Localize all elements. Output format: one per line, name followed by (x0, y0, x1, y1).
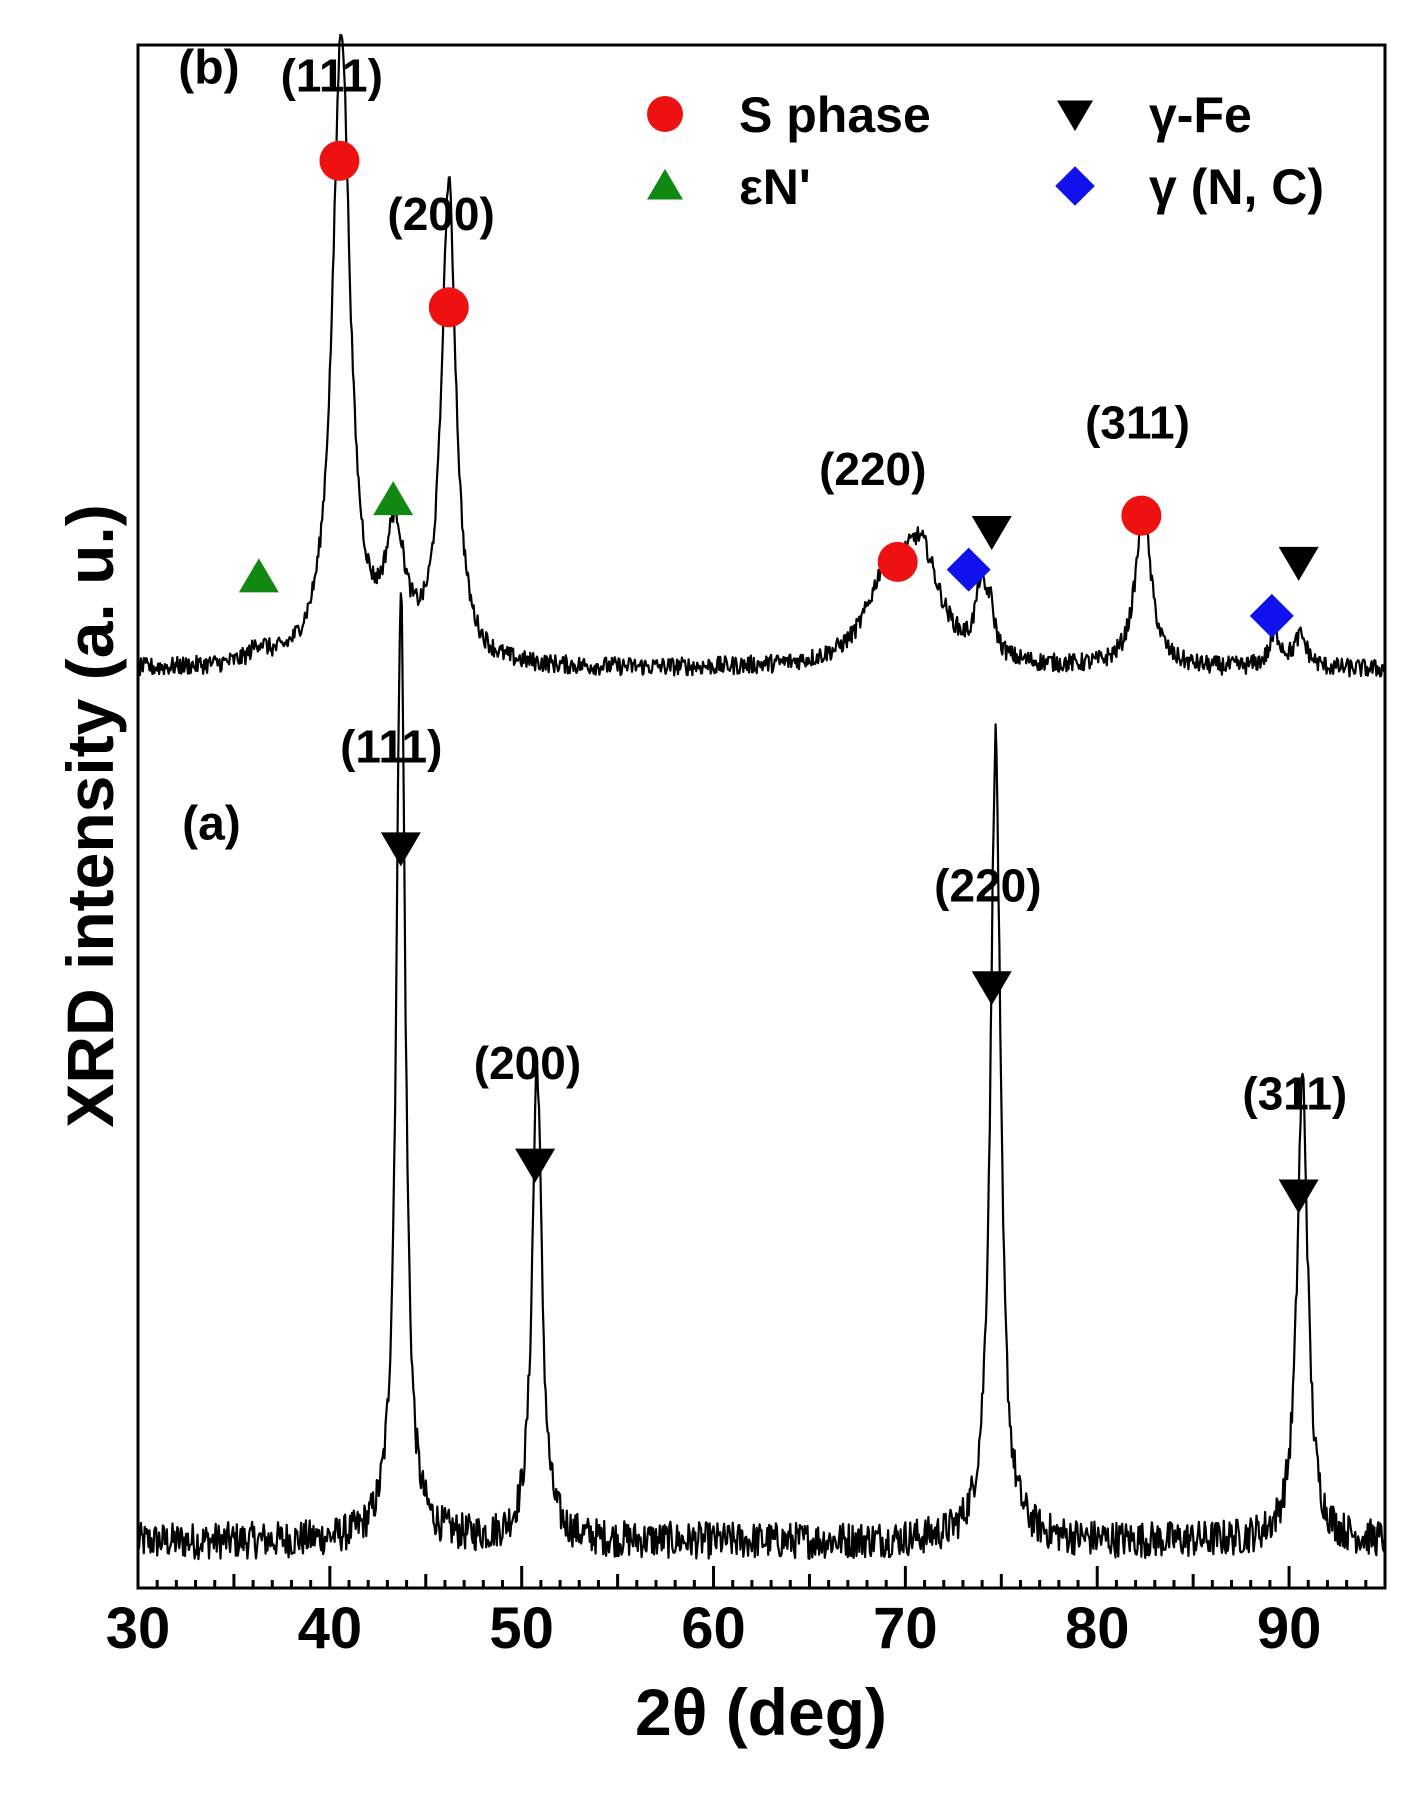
peak-label: (311) (1242, 1068, 1347, 1120)
x-tick-label: 90 (1257, 1596, 1322, 1661)
legend-symbol-diamond (1055, 166, 1095, 206)
marker-triangle-down (515, 1148, 556, 1183)
x-tick-label: 40 (298, 1596, 363, 1661)
annotations-group: (111) (200) (220) (311) (111) (200) (220) (311)… (178, 42, 1347, 1120)
marker-circle (319, 140, 360, 181)
legend-label: γ-Fe (1149, 87, 1252, 143)
y-axis-title: XRD intensity (a. u.) (53, 504, 127, 1127)
x-tick-label: 30 (106, 1596, 171, 1661)
legend-symbol-triangle-up (647, 168, 683, 200)
marker-triangle-up (373, 481, 414, 516)
legend-symbol-triangle-down (1057, 100, 1093, 132)
marker-triangle-down (971, 516, 1012, 551)
trace-b (136, 33, 1386, 678)
legend-label: εN' (739, 159, 811, 215)
marker-circle (1121, 495, 1162, 536)
legend-label: γ (N, C) (1149, 159, 1324, 215)
peak-label: (200) (474, 1037, 581, 1089)
x-axis-title: 2θ (deg) (635, 1675, 887, 1749)
legend-label: S phase (739, 87, 931, 143)
peak-label: (200) (387, 188, 494, 240)
legend-symbol-circle (647, 96, 683, 132)
x-axis: 30 40 50 60 70 80 90 (106, 1566, 1387, 1661)
marker-triangle-down (380, 832, 421, 867)
trace-a (136, 592, 1387, 1561)
x-tick-label: 80 (1065, 1596, 1130, 1661)
peak-label: (220) (934, 859, 1041, 911)
marker-triangle-up (238, 558, 279, 593)
peak-label: (111) (340, 720, 442, 772)
marker-circle (877, 541, 918, 582)
plot-frame (136, 43, 1387, 1590)
traces-group (136, 33, 1387, 1561)
legend: S phase γ-Fe εN' γ (N, C) (647, 87, 1324, 215)
marker-diamond (946, 547, 991, 592)
x-tick-label: 50 (489, 1596, 554, 1661)
marker-circle (428, 287, 469, 328)
marker-triangle-down (971, 971, 1012, 1006)
panel-label: (a) (182, 798, 241, 851)
marker-triangle-down (1278, 1179, 1319, 1214)
marker-diamond (1249, 593, 1294, 638)
peak-label: (311) (1085, 396, 1190, 448)
marker-triangle-down (1278, 546, 1319, 581)
x-tick-label: 70 (873, 1596, 938, 1661)
peak-label: (111) (281, 49, 383, 101)
x-tick-label: 60 (681, 1596, 746, 1661)
panel-label: (b) (178, 42, 239, 95)
peak-label: (220) (819, 443, 926, 495)
markers-group (238, 140, 1319, 1214)
